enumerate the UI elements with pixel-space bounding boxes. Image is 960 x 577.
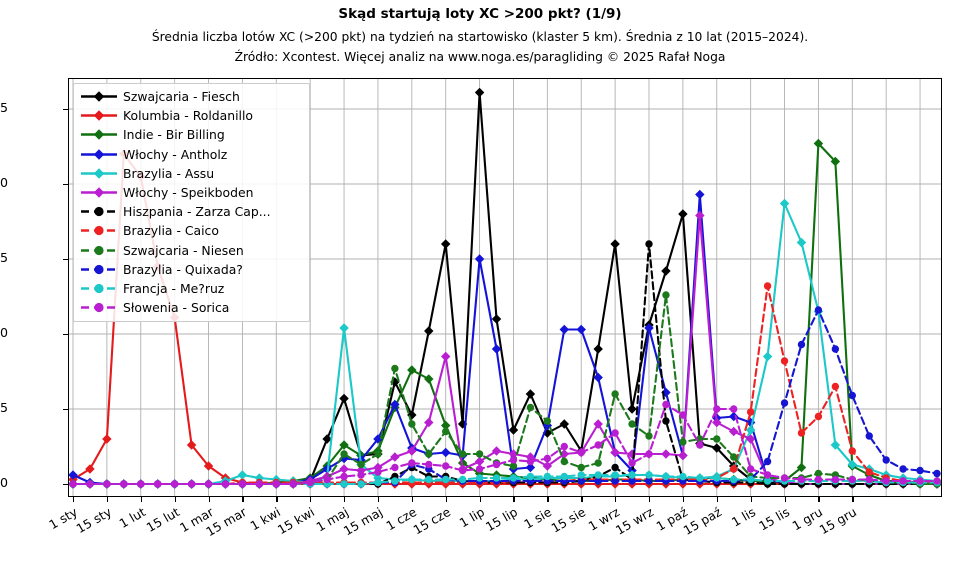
x-tick-mark — [852, 497, 854, 502]
x-tick-mark — [310, 497, 312, 502]
x-tick-mark — [581, 497, 583, 502]
legend-item[interactable]: Włochy - Antholz — [79, 145, 304, 164]
y-tick-mark — [63, 334, 68, 336]
x-tick-mark — [411, 497, 414, 502]
legend-marker-icon — [79, 298, 119, 317]
legend-item[interactable]: Kolumbia - Roldanillo — [79, 106, 304, 125]
y-tick-label: 20 — [0, 175, 8, 190]
series-line — [69, 306, 941, 488]
legend-marker-icon — [79, 145, 119, 164]
x-tick-mark — [615, 497, 617, 502]
y-tick-label: 5 — [0, 400, 8, 415]
legend-label: Włochy - Speikboden — [123, 185, 254, 201]
x-tick-mark — [547, 497, 549, 502]
legend-marker-icon — [79, 106, 119, 125]
y-tick-mark — [63, 259, 68, 261]
legend-marker-icon — [79, 221, 119, 240]
legend-item[interactable]: Szwajcaria - Fiesch — [79, 87, 304, 106]
legend-label: Brazylia - Caico — [123, 223, 219, 239]
x-tick-mark — [106, 497, 109, 502]
legend-marker-icon — [79, 241, 119, 260]
legend-label: Brazylia - Assu — [123, 165, 215, 181]
legend-marker-icon — [79, 202, 119, 221]
y-tick-label: 15 — [0, 250, 8, 265]
x-tick-mark — [174, 497, 176, 502]
legend-item[interactable]: Brazylia - Quixada? — [79, 260, 304, 279]
x-tick-mark — [344, 497, 346, 502]
legend-label: Francja - Me?ruz — [123, 280, 225, 296]
x-tick-mark — [750, 497, 752, 502]
y-tick-label: 10 — [0, 325, 8, 340]
legend-item[interactable]: Francja - Me?ruz — [79, 279, 304, 298]
legend-item[interactable]: Brazylia - Assu — [79, 164, 304, 183]
series-line — [69, 400, 941, 488]
x-tick-mark — [479, 497, 481, 502]
legend-marker-icon — [79, 183, 119, 202]
page-title: Skąd startują loty XC >200 pkt? (1/9) — [338, 6, 622, 22]
x-tick-mark — [73, 497, 75, 502]
y-tick-label: 25 — [0, 100, 8, 115]
chart-legend: Szwajcaria - Fiesch Kolumbia - Roldanillo… — [73, 83, 310, 323]
y-tick-label: 0 — [0, 475, 8, 490]
y-tick-mark — [63, 484, 68, 486]
legend-item[interactable]: Brazylia - Caico — [79, 221, 304, 240]
y-tick-mark — [63, 109, 68, 111]
x-tick-mark — [649, 497, 651, 502]
chart-page: Skąd startują loty XC >200 pkt? (1/9) Śr… — [0, 6, 942, 539]
legend-label: Brazylia - Quixada? — [123, 261, 243, 277]
legend-label: Indie - Bir Billing — [123, 127, 225, 143]
x-tick-mark — [445, 497, 447, 502]
x-tick-mark — [513, 497, 515, 502]
legend-label: Szwajcaria - Fiesch — [123, 89, 240, 105]
x-tick-mark — [818, 497, 820, 502]
x-tick-mark — [140, 497, 143, 502]
legend-marker-icon — [79, 87, 119, 106]
legend-item[interactable]: Szwajcaria - Niesen — [79, 241, 304, 260]
legend-marker-icon — [79, 279, 119, 298]
x-tick-mark — [242, 497, 244, 502]
x-tick-mark — [784, 497, 786, 502]
x-tick-mark — [716, 497, 719, 502]
x-tick-mark — [377, 497, 380, 502]
legend-marker-icon — [79, 260, 119, 279]
y-tick-mark — [63, 409, 68, 411]
x-tick-mark — [276, 497, 278, 502]
legend-label: Szwajcaria - Niesen — [123, 242, 244, 258]
chart-subtitle-2: Źródło: Xcontest. Więcej analiz na www.n… — [234, 50, 726, 64]
x-tick-mark — [682, 497, 685, 502]
legend-marker-icon — [79, 164, 119, 183]
legend-item[interactable]: Włochy - Speikboden — [79, 183, 304, 202]
legend-item[interactable]: Słowenia - Sorica — [79, 298, 304, 317]
legend-label: Włochy - Antholz — [123, 146, 228, 162]
y-tick-mark — [63, 184, 68, 186]
legend-label: Kolumbia - Roldanillo — [123, 108, 253, 124]
legend-item[interactable]: Indie - Bir Billing — [79, 125, 304, 144]
chart-subtitle-1: Średnia liczba lotów XC (>200 pkt) na ty… — [151, 30, 809, 44]
x-tick-mark — [208, 497, 210, 502]
legend-label: Słowenia - Sorica — [123, 300, 230, 316]
legend-marker-icon — [79, 125, 119, 144]
legend-item[interactable]: Hiszpania - Zarza Cap... — [79, 202, 304, 221]
legend-label: Hiszpania - Zarza Cap... — [123, 204, 271, 220]
